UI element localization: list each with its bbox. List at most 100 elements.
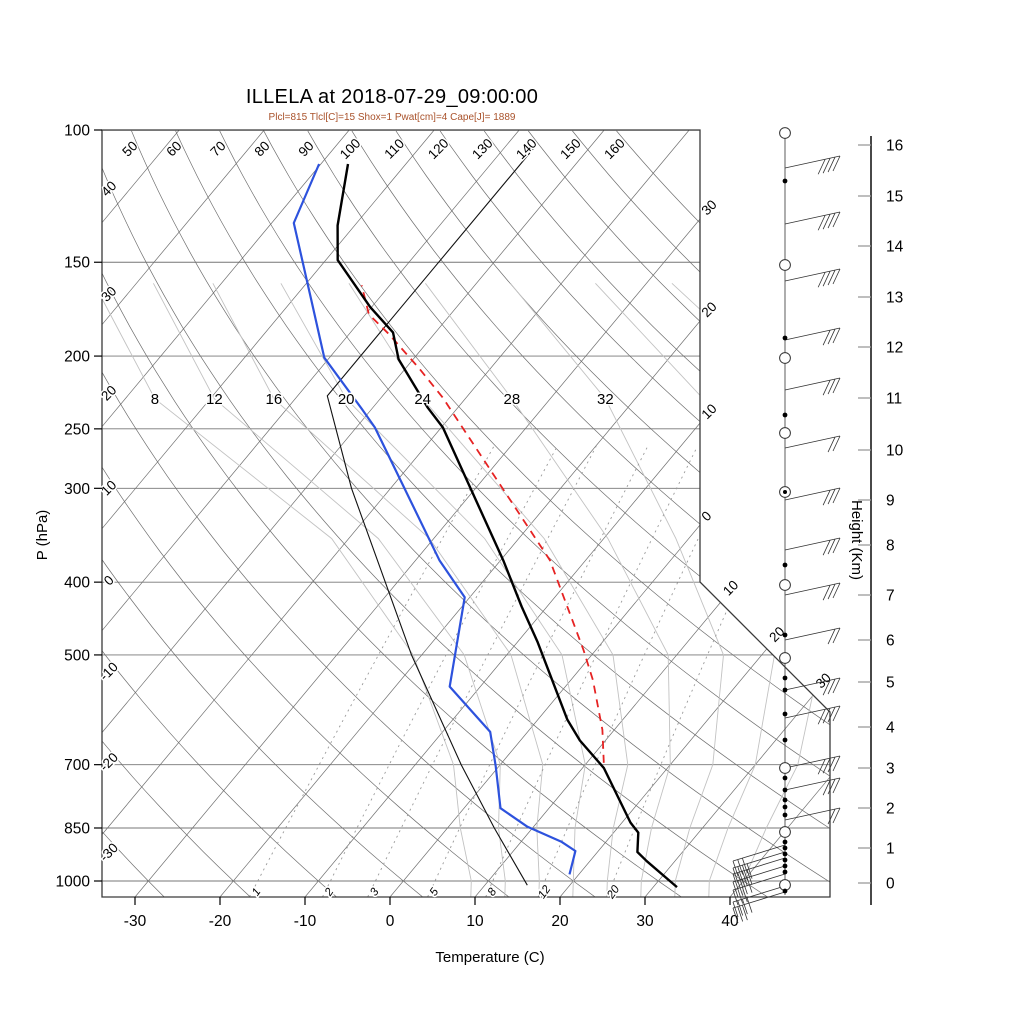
wind-barb xyxy=(732,851,786,884)
svg-text:130: 130 xyxy=(469,136,496,163)
svg-text:300: 300 xyxy=(64,481,90,498)
temperature-axis-title: Temperature (C) xyxy=(435,949,544,966)
svg-text:500: 500 xyxy=(64,647,90,664)
wind-barb xyxy=(784,627,841,645)
svg-text:200: 200 xyxy=(64,349,90,366)
svg-text:5: 5 xyxy=(886,675,895,692)
wind-barb xyxy=(784,777,841,796)
moist-adiabat-labels: 8 12 16 20 24 28 32 xyxy=(149,389,615,409)
svg-text:70: 70 xyxy=(207,138,228,159)
svg-text:3: 3 xyxy=(886,761,895,778)
svg-text:0: 0 xyxy=(386,913,395,930)
wind-barb xyxy=(784,755,841,775)
svg-text:15: 15 xyxy=(886,189,903,206)
dewpoint-profile xyxy=(292,163,577,875)
svg-text:850: 850 xyxy=(64,821,90,838)
wind-barb xyxy=(784,677,841,696)
svg-text:-10: -10 xyxy=(97,659,121,683)
svg-text:14: 14 xyxy=(886,239,904,256)
svg-text:110: 110 xyxy=(381,136,407,162)
svg-text:12: 12 xyxy=(206,391,223,408)
svg-text:10: 10 xyxy=(466,913,484,930)
svg-text:140: 140 xyxy=(513,136,540,163)
height-axis-title: Height (Km) xyxy=(848,500,865,580)
chart-subtitle: Plcl=815 Tlcl[C]=15 Shox=1 Pwat[cm]=4 Ca… xyxy=(268,112,516,123)
svg-text:32: 32 xyxy=(597,391,614,408)
standard-atmosphere-line xyxy=(326,145,537,886)
svg-text:10: 10 xyxy=(886,443,904,460)
mixing-ratio-labels: 1 2 3 5 8 12 20 xyxy=(249,882,625,904)
svg-text:-20: -20 xyxy=(97,750,121,774)
svg-text:40: 40 xyxy=(721,913,739,930)
isobar-gridlines xyxy=(102,130,830,882)
svg-text:150: 150 xyxy=(64,255,90,272)
pressure-axis-title: P (hPa) xyxy=(34,510,51,561)
svg-text:250: 250 xyxy=(64,421,90,438)
svg-text:10: 10 xyxy=(699,401,720,422)
plot-border xyxy=(101,129,831,898)
svg-text:1000: 1000 xyxy=(56,874,91,891)
mixing-ratio-gridlines xyxy=(249,446,802,897)
wind-barb xyxy=(784,268,841,288)
svg-text:-30: -30 xyxy=(124,913,147,930)
svg-text:24: 24 xyxy=(414,391,431,408)
wind-barb xyxy=(784,211,841,231)
svg-text:9: 9 xyxy=(886,493,895,510)
svg-text:8: 8 xyxy=(886,538,895,555)
svg-text:28: 28 xyxy=(504,391,521,408)
wind-barb xyxy=(784,807,841,825)
svg-text:-20: -20 xyxy=(209,913,232,930)
svg-text:16: 16 xyxy=(266,391,283,408)
svg-text:30: 30 xyxy=(636,913,654,930)
wind-barb-column xyxy=(732,127,841,924)
wind-barb xyxy=(732,844,786,877)
svg-text:1: 1 xyxy=(886,841,895,858)
svg-text:12: 12 xyxy=(886,340,903,357)
svg-text:20: 20 xyxy=(699,299,720,320)
wind-barb xyxy=(784,155,841,175)
temperature-axis: -30 -20 -10 0 10 20 30 40 xyxy=(124,897,739,930)
dry-adiabat-gridlines xyxy=(102,130,830,897)
temperature-profile xyxy=(336,163,678,889)
svg-text:60: 60 xyxy=(163,138,184,159)
wind-barb xyxy=(784,582,841,601)
svg-text:8: 8 xyxy=(151,391,159,408)
svg-text:7: 7 xyxy=(886,588,895,605)
dry-adiabat-labels: 50 60 70 80 90 100 110 120 130 140 150 160403020100… xyxy=(95,134,629,866)
wind-barb xyxy=(784,435,841,453)
svg-text:-30: -30 xyxy=(97,840,121,864)
svg-text:30: 30 xyxy=(699,197,720,218)
svg-text:0: 0 xyxy=(101,572,117,588)
svg-text:100: 100 xyxy=(64,123,90,140)
wind-barb xyxy=(784,327,841,346)
svg-text:13: 13 xyxy=(886,290,903,307)
svg-text:20: 20 xyxy=(551,913,569,930)
svg-text:400: 400 xyxy=(64,575,90,592)
svg-text:11: 11 xyxy=(886,391,902,408)
svg-text:4: 4 xyxy=(886,720,895,737)
svg-text:10: 10 xyxy=(720,577,741,598)
wind-barb xyxy=(784,487,841,506)
svg-text:20: 20 xyxy=(338,391,355,408)
wind-barb xyxy=(784,537,841,556)
pressure-axis: 100 150 200 250 300 400 500 700 850 1000 xyxy=(56,123,102,891)
svg-text:16: 16 xyxy=(886,138,903,155)
svg-text:0: 0 xyxy=(699,508,715,524)
moist-adiabat-gridlines xyxy=(102,282,822,897)
wind-barb xyxy=(732,873,786,906)
parcel-path xyxy=(360,285,605,763)
svg-text:0: 0 xyxy=(886,876,895,893)
wind-barb xyxy=(732,885,786,918)
svg-text:120: 120 xyxy=(425,136,452,163)
wind-barb xyxy=(784,705,841,725)
svg-text:2: 2 xyxy=(886,801,895,818)
wind-barb xyxy=(732,891,786,924)
svg-text:700: 700 xyxy=(64,757,90,774)
svg-text:6: 6 xyxy=(886,633,895,650)
wind-barb xyxy=(784,377,841,396)
svg-text:-10: -10 xyxy=(294,913,317,930)
